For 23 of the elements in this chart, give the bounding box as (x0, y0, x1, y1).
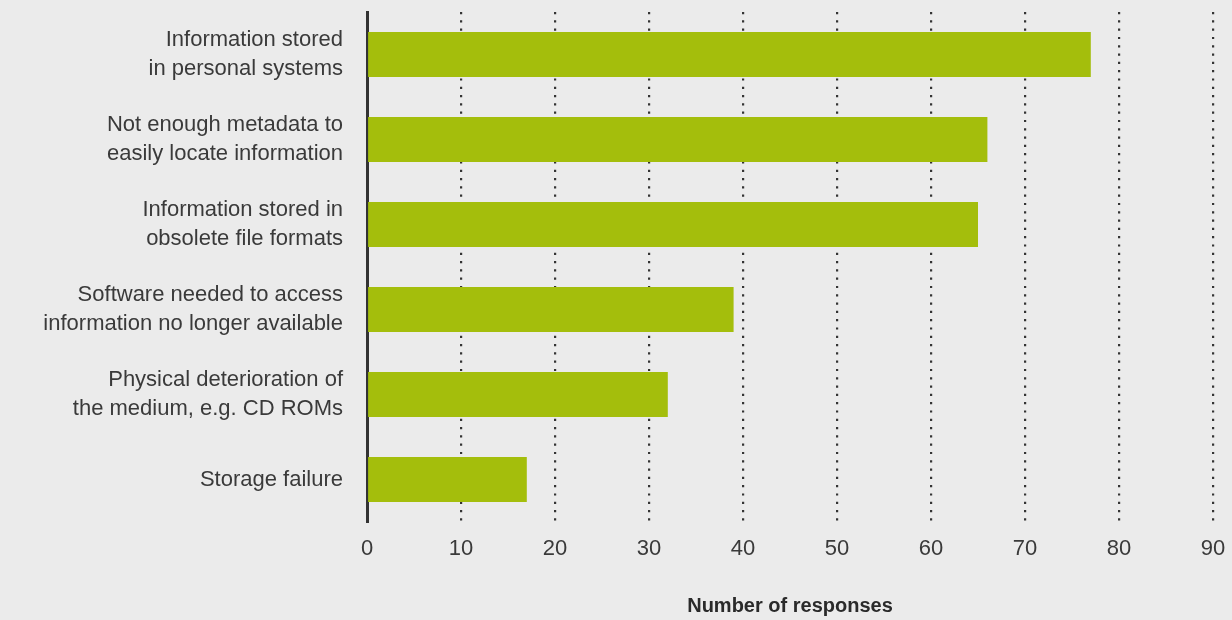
x-tick-label: 60 (918, 535, 944, 561)
x-tick-label: 70 (1012, 535, 1038, 561)
bar (368, 201, 978, 248)
y-tick-label: Information stored in obsolete file formats (142, 196, 343, 250)
y-tick-label: Not enough metadata to easily locate information (106, 111, 343, 165)
bar (368, 456, 527, 503)
x-tick-label: 30 (636, 535, 662, 561)
y-tick-label: Software needed to access information no longer available (43, 281, 343, 335)
x-axis-title: Number of responses (687, 593, 893, 616)
x-tick-label: 40 (730, 535, 756, 561)
x-tick-label: 80 (1106, 535, 1132, 561)
x-tick-label: 10 (448, 535, 474, 561)
bar (368, 371, 668, 418)
x-tick-label: 50 (824, 535, 850, 561)
bar (368, 31, 1091, 78)
x-tick-label: 90 (1200, 535, 1226, 561)
y-tick-label: Storage failure (199, 465, 343, 491)
bar (368, 116, 988, 163)
x-tick-label: 20 (542, 535, 568, 561)
y-tick-label: Information stored in personal systems (148, 26, 343, 80)
y-tick-label: Physical deterioration of the medium, e.g. CD ROMs (72, 366, 344, 420)
x-tick-label: 0 (360, 535, 374, 561)
bar (368, 286, 734, 333)
